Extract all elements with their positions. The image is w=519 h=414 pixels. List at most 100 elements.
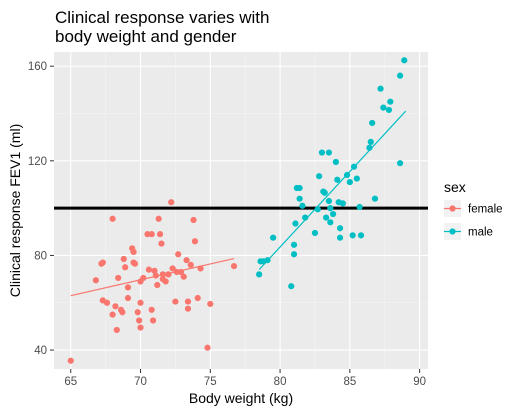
point-female: [112, 303, 119, 310]
point-male: [321, 189, 328, 196]
legend-key-point: [449, 228, 456, 235]
point-female: [191, 238, 199, 245]
point-male: [311, 229, 319, 237]
point-female: [124, 284, 132, 291]
point-female: [184, 305, 192, 312]
point-male: [334, 176, 341, 183]
point-male: [290, 241, 298, 248]
point-female: [172, 298, 179, 305]
point-male: [323, 214, 330, 221]
point-male: [269, 234, 277, 241]
point-female: [115, 274, 122, 282]
chart-title-line: body weight and gender: [55, 27, 237, 46]
point-female: [151, 267, 158, 274]
point-female: [156, 231, 164, 238]
legend-label: female: [468, 204, 503, 216]
y-tick-label: 160: [28, 61, 47, 73]
point-male: [336, 234, 344, 241]
x-tick-label: 80: [274, 376, 287, 388]
chart-title-line: Clinical response varies with: [55, 8, 269, 27]
point-female: [109, 215, 116, 222]
fit-line-female: [70, 257, 235, 297]
point-female: [134, 309, 141, 316]
point-female: [187, 261, 194, 269]
point-female: [204, 344, 211, 351]
point-male: [327, 205, 334, 212]
point-female: [149, 317, 157, 324]
fit-line-male: [258, 110, 407, 271]
point-male: [369, 119, 376, 127]
point-male: [325, 149, 333, 156]
point-male: [353, 175, 360, 182]
point-female: [168, 199, 175, 206]
point-female: [124, 294, 132, 302]
x-tick-label: 90: [413, 376, 426, 388]
point-male: [346, 179, 353, 186]
point-female: [184, 298, 192, 305]
legend-item-male: male: [444, 223, 493, 240]
chart-title: Clinical response varies with body weigh…: [55, 8, 269, 46]
point-female: [154, 281, 161, 289]
point-female: [190, 216, 197, 224]
point-male: [387, 98, 394, 105]
point-male: [296, 184, 303, 192]
point-female: [145, 266, 152, 273]
point-male: [336, 225, 344, 232]
point-female: [169, 265, 176, 272]
point-male: [325, 197, 333, 205]
y-tick-label: 120: [28, 156, 47, 168]
y-axis-label: Clinical response FEV1 (ml): [7, 124, 23, 298]
point-female: [120, 255, 127, 263]
point-female: [155, 215, 162, 222]
point-male: [327, 219, 334, 226]
x-tick-label: 75: [204, 376, 217, 388]
point-female: [183, 257, 190, 264]
point-female: [136, 317, 143, 324]
point-female: [67, 357, 74, 364]
points-group: [67, 57, 408, 364]
point-male: [396, 160, 404, 167]
point-female: [175, 251, 182, 258]
point-male: [318, 149, 326, 156]
point-male: [396, 72, 404, 79]
point-female: [109, 311, 116, 318]
point-male: [296, 195, 303, 202]
point-female: [103, 299, 111, 306]
point-male: [299, 202, 306, 209]
x-tick-label: 65: [64, 376, 77, 388]
point-female: [113, 326, 120, 334]
point-male: [349, 232, 356, 239]
point-female: [92, 277, 99, 284]
point-female: [130, 248, 137, 255]
point-female: [180, 273, 187, 280]
point-male: [377, 85, 384, 92]
point-male: [371, 195, 379, 202]
point-female: [194, 294, 201, 302]
point-male: [380, 104, 387, 111]
point-female: [207, 300, 214, 308]
point-male: [367, 138, 374, 145]
x-tick-label: 85: [343, 376, 356, 388]
point-female: [230, 262, 238, 270]
point-female: [162, 278, 169, 285]
plot-panel: [54, 52, 428, 369]
point-female: [131, 260, 139, 267]
point-male: [288, 283, 295, 290]
point-female: [148, 306, 155, 313]
x-axis-ticks: 65 70 75 80 85 90: [64, 369, 426, 388]
point-male: [385, 106, 393, 114]
point-female: [137, 299, 144, 306]
point-female: [122, 264, 129, 271]
x-tick-label: 70: [134, 376, 147, 388]
point-female: [137, 324, 144, 331]
point-female: [158, 240, 165, 247]
legend-title: sex: [444, 179, 466, 195]
y-axis-ticks: 40 80 120 160: [28, 61, 54, 357]
legend-item-female: female: [444, 200, 503, 217]
y-tick-label: 40: [34, 345, 47, 357]
point-male: [356, 203, 363, 211]
point-male: [302, 214, 309, 221]
x-axis-label: Body weight (kg): [189, 390, 293, 406]
